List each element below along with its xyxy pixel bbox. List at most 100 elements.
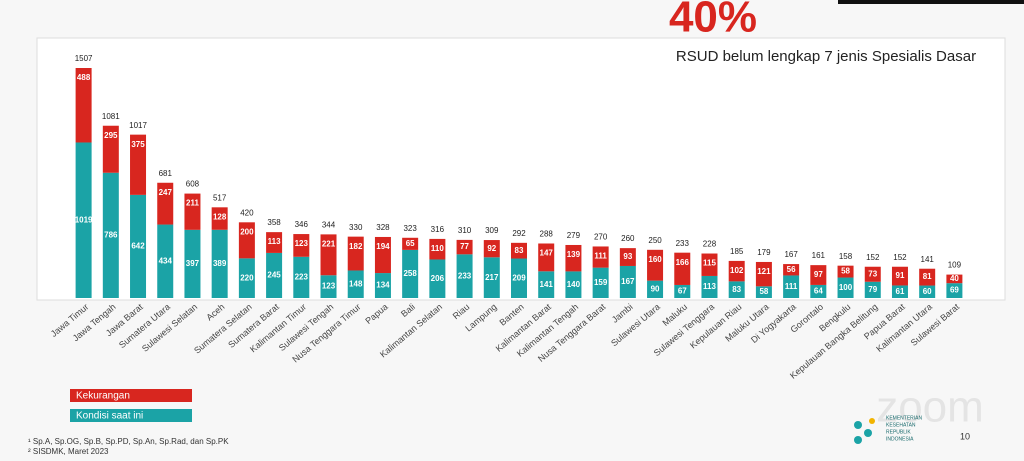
value-label: 90 <box>651 284 660 293</box>
bar-segment <box>864 281 881 298</box>
value-label: 148 <box>349 279 363 288</box>
bar-segment <box>293 256 310 298</box>
value-label: 111 <box>594 252 607 261</box>
bar-segment <box>402 249 419 298</box>
total-label: 330 <box>349 223 363 232</box>
total-label: 158 <box>839 252 853 261</box>
logo-text: KEMENTERIAN <box>886 415 923 421</box>
bar-segment <box>592 246 609 268</box>
bar-segment <box>347 236 364 271</box>
bar-segment <box>674 284 691 298</box>
bar-segment <box>538 243 555 272</box>
value-label: 1019 <box>75 215 93 224</box>
bar-segment <box>511 258 527 298</box>
bar-segment <box>728 260 745 282</box>
bar-segment <box>891 285 908 298</box>
bar-segment <box>211 229 228 298</box>
bar-segment <box>565 244 582 272</box>
value-label: 194 <box>376 242 390 251</box>
value-label: 69 <box>950 286 959 295</box>
bar-segment <box>810 265 827 285</box>
value-label: 102 <box>730 266 744 275</box>
total-label: 316 <box>431 225 445 234</box>
bar-segment <box>238 222 255 259</box>
bar-segment <box>701 253 718 276</box>
value-label: 60 <box>923 287 932 296</box>
value-label: 141 <box>540 280 554 289</box>
bar-segment <box>374 236 391 274</box>
total-label: 288 <box>540 230 554 239</box>
value-label: 123 <box>322 282 336 291</box>
value-label: 91 <box>896 271 905 280</box>
total-label: 233 <box>676 239 690 248</box>
bar-segment <box>919 285 936 298</box>
value-label: 65 <box>406 239 415 248</box>
bar-segment <box>946 283 963 298</box>
value-label: 233 <box>458 271 472 280</box>
legend-label: Kekurangan <box>76 391 130 402</box>
value-label: 64 <box>814 287 823 296</box>
value-label: 159 <box>594 278 608 287</box>
value-label: 295 <box>104 131 118 140</box>
bar-segment <box>919 268 936 286</box>
total-label: 1017 <box>129 121 147 130</box>
value-label: 111 <box>785 282 798 291</box>
bar-segment <box>320 234 337 276</box>
bar-segment <box>647 249 664 281</box>
bar-segment <box>864 266 881 282</box>
value-label: 147 <box>540 249 554 258</box>
value-label: 200 <box>240 227 254 236</box>
logo-dot <box>854 436 862 444</box>
bar-segment <box>374 273 391 298</box>
value-label: 83 <box>732 285 741 294</box>
total-label: 517 <box>213 193 227 202</box>
value-label: 397 <box>186 259 200 268</box>
bar-segment <box>429 259 446 298</box>
watermark: zoom <box>876 383 984 432</box>
bar-segment <box>130 134 147 195</box>
total-label: 346 <box>295 220 309 229</box>
value-label: 113 <box>703 282 716 291</box>
value-label: 77 <box>460 242 469 251</box>
value-label: 206 <box>431 274 445 283</box>
value-label: 211 <box>186 199 199 208</box>
logo: KEMENTERIAN KESEHATAN REPUBLIK INDONESIA <box>854 415 923 444</box>
value-label: 209 <box>512 273 526 282</box>
value-label: 123 <box>295 239 309 248</box>
value-label: 434 <box>159 256 173 265</box>
value-label: 58 <box>841 267 850 276</box>
bar-segment <box>538 271 555 298</box>
value-label: 247 <box>159 188 173 197</box>
value-label: 221 <box>322 239 336 248</box>
legend-swatch <box>70 389 192 402</box>
total-label: 161 <box>812 251 826 260</box>
value-label: 81 <box>923 272 932 281</box>
value-label: 128 <box>213 212 227 221</box>
footnote: ² SISDMK, Maret 2023 <box>28 447 109 456</box>
bar-segment <box>347 270 364 298</box>
total-label: 309 <box>485 226 499 235</box>
value-label: 93 <box>623 252 632 261</box>
value-label: 140 <box>567 280 581 289</box>
video-strip <box>838 0 1024 4</box>
bar-segment <box>157 224 174 298</box>
bar-segment <box>755 261 772 287</box>
value-label: 786 <box>104 230 118 239</box>
bar-segment <box>647 280 664 298</box>
bar-segment <box>619 248 636 266</box>
total-label: 185 <box>730 247 744 256</box>
value-label: 110 <box>431 244 444 253</box>
total-label: 167 <box>784 250 798 259</box>
legend-swatch <box>70 409 192 422</box>
value-label: 92 <box>487 244 496 253</box>
value-label: 642 <box>131 242 145 251</box>
value-label: 115 <box>703 259 716 268</box>
bar-segment <box>891 266 908 286</box>
bar-segment <box>755 286 772 298</box>
legend-label: Kondisi saat ini <box>76 411 143 422</box>
value-label: 113 <box>268 237 281 246</box>
bar-segment <box>456 254 473 298</box>
value-label: 100 <box>839 283 853 292</box>
